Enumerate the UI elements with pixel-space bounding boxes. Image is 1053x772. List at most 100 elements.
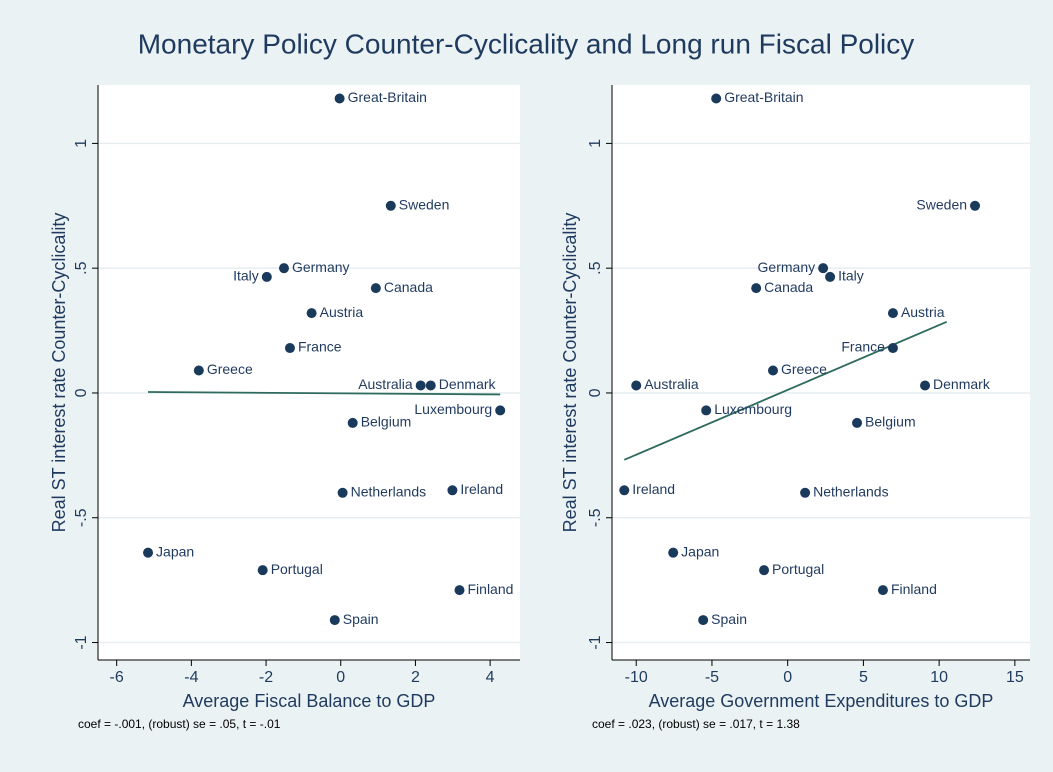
x-tick-label: -2 [259,669,273,686]
point [425,380,436,391]
y-tick-label: -.5 [73,508,90,527]
point [698,615,709,626]
point-label: Italy [838,268,864,284]
x-tick-label: 0 [783,669,792,686]
point [257,565,268,576]
point [887,343,898,354]
point-label: Sweden [916,196,967,212]
point [261,271,272,282]
point-label: Ireland [632,481,675,497]
point-label: Great-Britain [348,89,427,105]
point [711,93,722,104]
point-label: Sweden [399,196,450,212]
point-label: Luxembourg [714,401,792,417]
x-tick-label: 4 [486,669,495,686]
point [751,283,762,294]
chart-title: Monetary Policy Counter-Cyclicality and … [138,28,915,59]
point [193,365,204,376]
point-label: Ireland [460,481,503,497]
x-tick-label: 15 [1006,669,1024,686]
point-label: Luxembourg [414,401,492,417]
point-label: Canada [764,279,813,295]
point-label: Belgium [865,414,916,430]
point-label: Spain [343,611,379,627]
point-label: Italy [233,268,259,284]
point-label: Portugal [772,561,824,577]
point-label: Spain [711,611,747,627]
point [337,487,348,498]
point [495,405,506,416]
point-label: France [841,339,885,355]
y-tick-label: .5 [587,261,604,274]
point [767,365,778,376]
point [800,487,811,498]
point [852,417,863,428]
point [415,380,426,391]
point-label: Denmark [933,376,991,392]
plot-area [612,85,1030,660]
point [447,485,458,496]
x-axis-label: Average Government Expenditures to GDP [649,691,994,711]
point-label: Great-Britain [724,89,803,105]
x-tick-label: -6 [110,669,124,686]
point [701,405,712,416]
point-label: Austria [320,304,364,320]
point [143,547,154,558]
y-axis-label: Real ST interest rate Counter-Cyclicalit… [560,213,580,533]
x-tick-label: -4 [184,669,198,686]
point-label: Greece [781,361,827,377]
point-label: Germany [292,259,350,275]
fit-line [148,391,501,396]
point [668,547,679,558]
y-tick-label: 1 [587,139,604,148]
y-tick-label: 1 [73,139,90,148]
y-tick-label: -.5 [587,508,604,527]
point-label: Finland [468,581,514,597]
x-tick-label: 2 [411,669,420,686]
point [825,271,836,282]
point-label: Australia [644,376,699,392]
point-label: Greece [207,361,253,377]
point [818,263,829,274]
x-tick-label: -5 [705,669,719,686]
point [329,615,340,626]
y-tick-label: 0 [73,388,90,397]
point-label: Austria [901,304,945,320]
x-tick-label: -10 [625,669,648,686]
point [334,93,345,104]
note: coef = .023, (robust) se = .017, t = 1.3… [592,717,800,731]
point [306,308,317,319]
point [278,263,289,274]
x-tick-label: 10 [930,669,948,686]
plot-area [98,85,520,660]
point-label: Japan [681,543,719,559]
x-tick-label: 0 [336,669,345,686]
point-label: Canada [384,279,433,295]
point [284,343,295,354]
x-tick-label: 5 [859,669,868,686]
point [619,485,630,496]
point [631,380,642,391]
point [877,585,888,596]
point-label: Netherlands [351,483,427,499]
point-label: France [298,339,342,355]
y-tick-label: .5 [73,261,90,274]
y-tick-label: -1 [73,635,90,649]
point-label: Japan [156,543,194,559]
y-tick-label: 0 [587,388,604,397]
point [454,585,465,596]
x-axis-label: Average Fiscal Balance to GDP [183,691,436,711]
y-axis-label: Real ST interest rate Counter-Cyclicalit… [49,213,69,533]
point [970,200,981,211]
note: coef = -.001, (robust) se = .05, t = -.0… [78,717,281,731]
point [759,565,770,576]
point [347,417,358,428]
point [887,308,898,319]
point-label: Belgium [361,414,412,430]
y-tick-label: -1 [587,635,604,649]
point [385,200,396,211]
point-label: Denmark [439,376,497,392]
point [370,283,381,294]
